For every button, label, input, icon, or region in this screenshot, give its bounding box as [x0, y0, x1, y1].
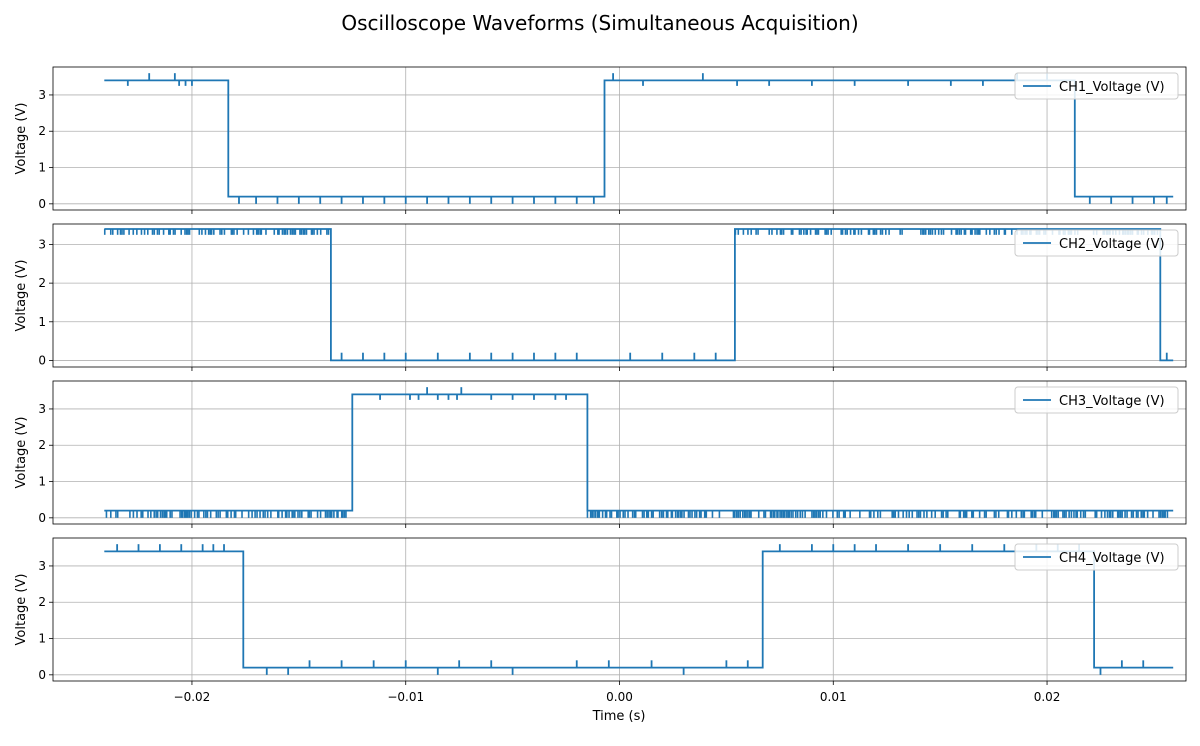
panels-layer: 0 1 2 3 Voltage (V) CH1_Voltage (V) 0 1 2 3 Voltag… [14, 66, 1187, 704]
y-tick-label: 1 [38, 315, 46, 329]
y-tick-label: 0 [38, 668, 46, 682]
panel-3: 0 1 2 3 Voltage (V) CH3_Voltage (V) [14, 380, 1187, 528]
panel-frame [52, 66, 1187, 211]
x-tick-label: 0.01 [820, 690, 847, 704]
x-tick-label: 0.02 [1034, 690, 1061, 704]
x-tick-label: −0.02 [174, 690, 211, 704]
y-axis-label: Voltage (V) [14, 574, 29, 646]
series-3 [104, 387, 1174, 518]
y-tick-label: 2 [38, 438, 46, 452]
y-tick-label: 0 [38, 353, 46, 367]
series-4 [104, 544, 1174, 675]
y-tick-label: 3 [38, 402, 46, 416]
legend-label: CH3_Voltage (V) [1059, 394, 1165, 409]
legend: CH1_Voltage (V) [1014, 72, 1179, 100]
y-tick-label: 1 [38, 475, 46, 489]
y-axis-label: Voltage (V) [14, 417, 29, 489]
series-2 [103, 228, 1174, 362]
y-tick-label: 3 [38, 88, 46, 102]
chart-title: Oscilloscope Waveforms (Simultaneous Acq… [341, 11, 858, 35]
panel-frame [52, 537, 1187, 682]
series-line [104, 393, 1174, 512]
legend-label: CH2_Voltage (V) [1059, 237, 1165, 252]
legend-frame [1014, 386, 1179, 414]
y-axis-label: Voltage (V) [14, 260, 29, 332]
legend-label: CH4_Voltage (V) [1059, 551, 1165, 566]
panel-frame [52, 380, 1187, 525]
legend-label: CH1_Voltage (V) [1059, 80, 1165, 95]
series-line [104, 550, 1174, 669]
y-tick-label: 0 [38, 197, 46, 211]
y-tick-label: 1 [38, 632, 46, 646]
y-tick-label: 0 [38, 511, 46, 525]
series-1 [104, 73, 1174, 204]
panel-1: 0 1 2 3 Voltage (V) CH1_Voltage (V) [14, 66, 1187, 214]
legend-frame [1014, 229, 1179, 257]
y-tick-label: 2 [38, 124, 46, 138]
x-axis-label: Time (s) [592, 709, 646, 724]
series-line [104, 79, 1174, 198]
panel-4: 0 1 2 3 Voltage (V) CH4_Voltage (V) [14, 537, 1187, 685]
y-tick-label: 2 [38, 595, 46, 609]
legend: CH4_Voltage (V) [1014, 543, 1179, 571]
legend-frame [1014, 72, 1179, 100]
panel-frame [52, 223, 1187, 368]
y-tick-label: 2 [38, 276, 46, 290]
y-tick-label: 3 [38, 559, 46, 573]
y-tick-label: 3 [38, 237, 46, 251]
x-tick-label: −0.01 [387, 690, 424, 704]
legend-frame [1014, 543, 1179, 571]
y-tick-label: 1 [38, 161, 46, 175]
legend: CH3_Voltage (V) [1014, 386, 1179, 414]
series-line [104, 228, 1174, 362]
legend: CH2_Voltage (V) [1014, 229, 1179, 257]
panel-2: 0 1 2 3 Voltage (V) CH2_Voltage (V) [14, 223, 1187, 371]
y-axis-label: Voltage (V) [14, 103, 29, 175]
x-tick-label: 0.00 [606, 690, 633, 704]
